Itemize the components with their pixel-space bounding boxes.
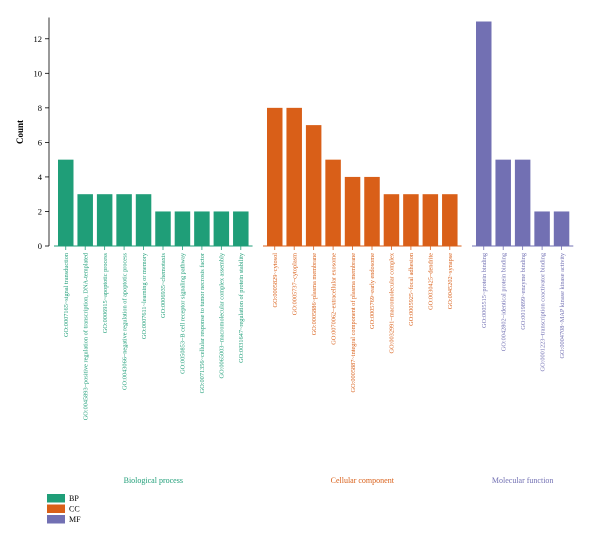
y-tick-label: 6 bbox=[38, 137, 42, 147]
x-tick-label: GO:0007611~learning or memory bbox=[141, 252, 148, 339]
x-tick-label: GO:0007165~signal transduction bbox=[63, 252, 70, 337]
group-label: Cellular component bbox=[331, 476, 395, 485]
bar bbox=[96, 194, 113, 246]
bar bbox=[213, 211, 230, 246]
legend-swatch bbox=[47, 504, 65, 513]
bar bbox=[194, 211, 210, 246]
x-tick-label: GO:0006935~chemotaxis bbox=[160, 252, 167, 318]
bar bbox=[174, 211, 191, 246]
bar bbox=[155, 211, 171, 246]
x-tick-label: GO:0005737~cytoplasm bbox=[291, 253, 298, 315]
x-tick-label: GO:0001223~transcription coactivator bin… bbox=[539, 252, 546, 371]
x-tick-label: GO:0005769~early endosome bbox=[369, 253, 376, 329]
y-tick-label: 4 bbox=[38, 172, 43, 182]
x-tick-label: GO:0005886~plasma membrane bbox=[311, 253, 318, 335]
x-tick-label: GO:0042802~identical protein binding bbox=[500, 252, 507, 351]
legend-swatch bbox=[47, 515, 65, 524]
bar bbox=[495, 159, 511, 246]
bar bbox=[476, 21, 492, 246]
group-label: Biological process bbox=[124, 476, 183, 485]
y-tick-label: 0 bbox=[38, 241, 42, 251]
bar bbox=[233, 211, 249, 246]
x-tick-label: GO:0045202~synapse bbox=[447, 253, 454, 309]
x-tick-label: GO:0005515~protein binding bbox=[481, 252, 488, 328]
bar bbox=[364, 176, 380, 246]
bar bbox=[135, 194, 152, 246]
x-tick-label: GO:0006915~apoptotic process bbox=[102, 252, 109, 333]
x-tick-label: GO:0050853~B cell receptor signaling pat… bbox=[180, 252, 187, 374]
x-tick-label: GO:0032991~macromolecular complex bbox=[389, 252, 396, 353]
legend-label: BP bbox=[69, 494, 79, 503]
x-tick-label: GO:0043066~negative regulation of apopto… bbox=[121, 252, 128, 390]
legend-label: MF bbox=[69, 515, 81, 524]
bar bbox=[116, 194, 132, 246]
bar bbox=[267, 107, 283, 246]
legend-label: CC bbox=[69, 505, 80, 514]
x-tick-label: GO:0070062~extracellular exosome bbox=[330, 253, 337, 345]
bar bbox=[514, 159, 531, 246]
bar bbox=[442, 194, 458, 246]
bars bbox=[58, 21, 570, 246]
x-tick-label: GO:0071356~cellular response to tumor ne… bbox=[199, 252, 206, 393]
bar bbox=[58, 159, 74, 246]
x-tick-label: GO:0019899~enzyme binding bbox=[520, 252, 527, 330]
bar bbox=[286, 107, 302, 246]
bar bbox=[325, 159, 341, 246]
group-labels: Biological process Cellular component Mole… bbox=[124, 476, 554, 485]
y-tick-label: 8 bbox=[38, 103, 42, 113]
bar bbox=[305, 125, 322, 246]
x-tick-label: GO:0065003~macromolecular complex assemb… bbox=[219, 252, 226, 378]
y-tick-label: 12 bbox=[34, 34, 43, 44]
bar bbox=[553, 211, 570, 246]
x-axis-tick-labels: GO:0007165~signal transduction GO:0045893… bbox=[54, 245, 574, 420]
bar bbox=[344, 176, 361, 246]
bar bbox=[534, 211, 550, 246]
bar bbox=[422, 194, 439, 246]
x-tick-label: GO:0005925~focal adhesion bbox=[408, 252, 415, 326]
y-axis-label: Count bbox=[15, 120, 25, 144]
group-label: Molecular function bbox=[492, 476, 554, 485]
y-axis: 0 2 4 6 8 10 12 bbox=[34, 17, 50, 251]
x-tick-label: GO:0045893~positive regulation of transc… bbox=[82, 252, 89, 420]
x-tick-label: GO:0031647~regulation of protein stabili… bbox=[238, 252, 245, 363]
bar bbox=[383, 194, 400, 246]
legend-swatch bbox=[47, 494, 65, 503]
y-tick-label: 10 bbox=[34, 68, 43, 78]
x-tick-label: GO:0004708~MAP kinase kinase activity bbox=[559, 252, 566, 358]
x-tick-label: GO:0005887~integral component of plasma … bbox=[350, 253, 357, 393]
x-tick-label: GO:0005829~cytosol bbox=[272, 253, 279, 308]
y-tick-label: 2 bbox=[38, 206, 42, 216]
bar bbox=[403, 194, 419, 246]
x-tick-label: GO:0030425~dendrite bbox=[428, 253, 435, 310]
bar bbox=[77, 194, 93, 246]
